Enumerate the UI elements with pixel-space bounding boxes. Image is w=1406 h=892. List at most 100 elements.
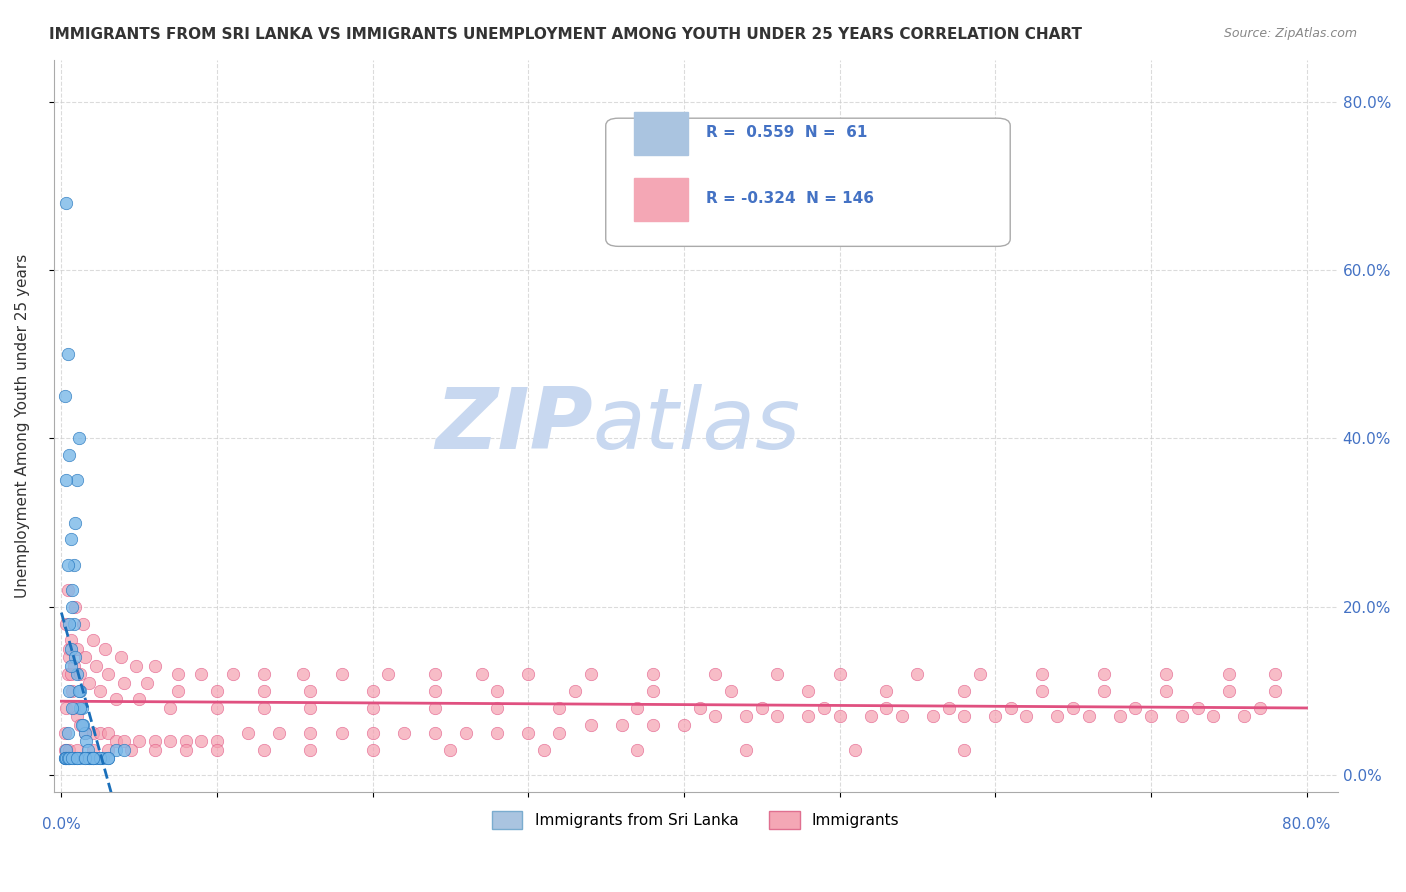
Point xyxy=(704,709,727,723)
Point xyxy=(641,684,664,698)
Point xyxy=(82,751,104,765)
Point xyxy=(423,726,446,740)
Point xyxy=(299,743,322,757)
Point xyxy=(1218,667,1240,681)
Point xyxy=(56,347,79,361)
Point xyxy=(89,751,111,765)
Point xyxy=(253,700,276,714)
Point xyxy=(93,751,115,765)
Point xyxy=(89,726,111,740)
Point xyxy=(73,650,96,665)
Point xyxy=(205,743,228,757)
Point xyxy=(190,734,212,748)
Point xyxy=(720,684,742,698)
Point xyxy=(548,700,571,714)
Point xyxy=(69,667,91,681)
Point xyxy=(66,743,89,757)
Point xyxy=(766,709,789,723)
Point xyxy=(97,667,120,681)
Point xyxy=(84,658,107,673)
Point xyxy=(828,709,851,723)
Point xyxy=(89,684,111,698)
Point xyxy=(63,616,86,631)
Point xyxy=(269,726,291,740)
Point xyxy=(984,709,1007,723)
Point xyxy=(53,389,76,403)
Point xyxy=(1077,709,1099,723)
Point xyxy=(53,751,76,765)
Point xyxy=(128,734,150,748)
Point xyxy=(143,743,166,757)
Point xyxy=(735,709,758,723)
Point xyxy=(875,684,897,698)
Point xyxy=(704,667,727,681)
Point xyxy=(67,431,90,445)
Point xyxy=(63,751,86,765)
Point xyxy=(59,641,82,656)
Point xyxy=(953,709,976,723)
Point xyxy=(844,743,866,757)
Point xyxy=(330,667,353,681)
Point xyxy=(875,700,897,714)
Point xyxy=(104,743,127,757)
Point xyxy=(56,726,79,740)
Point xyxy=(56,751,79,765)
Point xyxy=(104,734,127,748)
Point xyxy=(136,675,159,690)
Point xyxy=(579,717,602,731)
Point xyxy=(1156,684,1178,698)
Point xyxy=(53,743,76,757)
Point xyxy=(299,700,322,714)
Point xyxy=(79,751,101,765)
Point xyxy=(253,743,276,757)
Point xyxy=(1264,667,1286,681)
Point xyxy=(56,582,79,597)
Point xyxy=(66,751,89,765)
Point xyxy=(53,751,76,765)
Point xyxy=(205,684,228,698)
Point xyxy=(56,558,79,572)
Point xyxy=(1000,700,1022,714)
Point xyxy=(66,474,89,488)
Point xyxy=(59,533,82,547)
Text: R = -0.324  N = 146: R = -0.324 N = 146 xyxy=(706,191,875,206)
Point xyxy=(361,700,384,714)
Point xyxy=(828,667,851,681)
Point xyxy=(58,616,80,631)
Point xyxy=(1218,684,1240,698)
Point xyxy=(423,667,446,681)
Point xyxy=(56,667,79,681)
Point xyxy=(82,726,104,740)
Point xyxy=(56,751,79,765)
Point xyxy=(641,717,664,731)
Point xyxy=(174,734,197,748)
FancyBboxPatch shape xyxy=(634,178,688,220)
Point xyxy=(361,726,384,740)
Point xyxy=(471,667,494,681)
Point xyxy=(55,700,77,714)
Point xyxy=(60,599,83,614)
Point xyxy=(689,700,711,714)
Point xyxy=(1092,667,1115,681)
FancyBboxPatch shape xyxy=(606,118,1011,246)
Point xyxy=(97,743,120,757)
Point xyxy=(1264,684,1286,698)
Point xyxy=(80,751,103,765)
Point xyxy=(1031,667,1053,681)
Point xyxy=(60,582,83,597)
Text: ZIP: ZIP xyxy=(436,384,593,467)
Point xyxy=(1202,709,1225,723)
Point xyxy=(73,726,96,740)
Point xyxy=(1187,700,1209,714)
Point xyxy=(517,667,540,681)
Point xyxy=(97,726,120,740)
Point xyxy=(205,734,228,748)
Point xyxy=(94,641,117,656)
Point xyxy=(238,726,260,740)
Text: atlas: atlas xyxy=(593,384,801,467)
Point xyxy=(55,474,77,488)
Point xyxy=(58,751,80,765)
Point xyxy=(330,726,353,740)
Point xyxy=(953,743,976,757)
Point xyxy=(60,700,83,714)
